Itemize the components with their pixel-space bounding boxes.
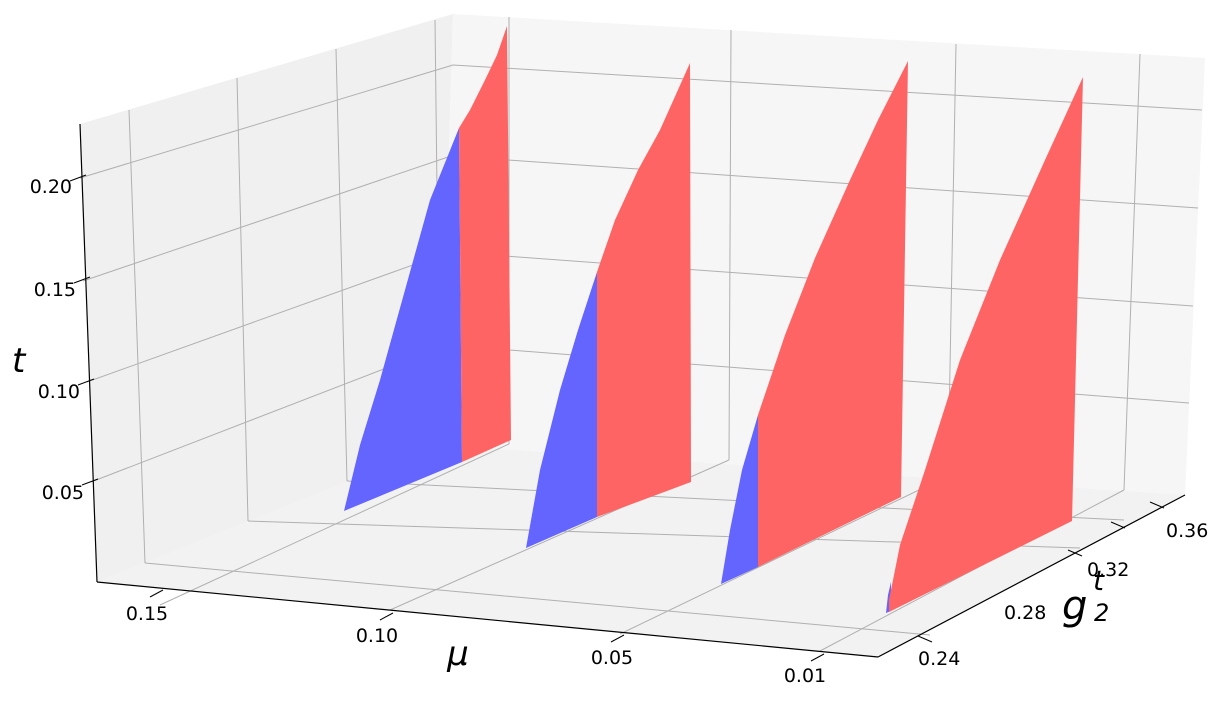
- y-axis-label-subscript: 2: [1094, 599, 1109, 627]
- y-axis-label-superscript: t: [1093, 564, 1105, 597]
- y-tick-label: 0.36: [1166, 520, 1208, 542]
- y-tick-label: 0.32: [1087, 559, 1129, 581]
- region-red-slice-2: [597, 63, 691, 517]
- y-tick-label: 0.28: [1004, 602, 1046, 624]
- region-blue-slice-2: [526, 272, 597, 548]
- axis-lines: [79, 123, 1186, 658]
- z-tick-label: 0.15: [34, 279, 76, 301]
- z-axis-ticks: [69, 174, 99, 486]
- region-red-slice-4: [889, 77, 1083, 612]
- z-axis-label: t: [12, 341, 27, 381]
- z-tick-label: 0.10: [38, 381, 80, 403]
- y-axis-ticks: [917, 501, 1165, 643]
- z-tick-label: 0.05: [42, 482, 84, 504]
- y-tick-label: 0.24: [918, 648, 960, 670]
- x-tick-label: 0.01: [784, 665, 826, 687]
- x-axis-label: μ: [446, 634, 469, 674]
- x-tick-label: 0.05: [591, 647, 633, 669]
- region-red-slice-1: [459, 26, 511, 462]
- y-axis-label: g: [1062, 583, 1087, 629]
- region-red-slice-3: [758, 61, 908, 567]
- region-blue-slice-3: [721, 415, 758, 584]
- x-axis-ticks: [149, 589, 825, 662]
- x-tick-label: 0.15: [126, 603, 168, 625]
- z-tick-label: 0.20: [30, 176, 72, 198]
- x-tick-label: 0.10: [356, 625, 398, 647]
- region-blue-slice-1: [344, 128, 462, 511]
- pane-left: [80, 14, 453, 582]
